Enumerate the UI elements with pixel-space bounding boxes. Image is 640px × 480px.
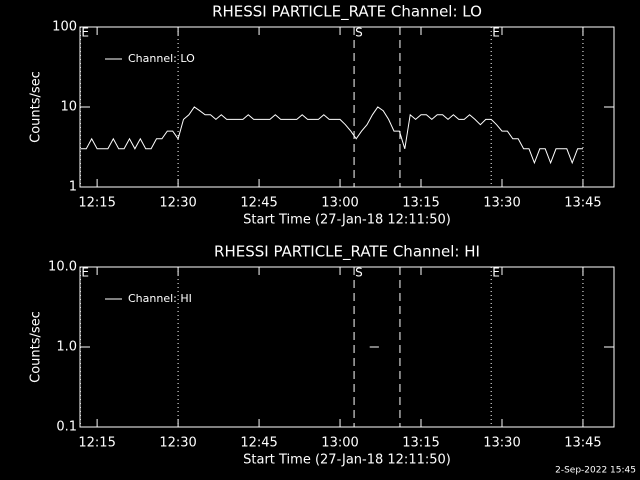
x-tick-label: 13:30 [483, 436, 520, 451]
x-tick-label: 13:45 [564, 196, 601, 211]
chart-title: RHESSI PARTICLE_RATE Channel: HI [214, 243, 480, 262]
event-label: E [492, 26, 500, 40]
y-tick-label: 1 [69, 180, 77, 195]
event-label: S [355, 266, 363, 280]
x-axis-label: Start Time (27-Jan-18 12:11:50) [243, 453, 451, 468]
y-tick-label: 1.0 [56, 340, 77, 355]
x-tick-label: 13:15 [402, 436, 439, 451]
x-tick-label: 13:30 [483, 196, 520, 211]
x-tick-label: 12:45 [240, 196, 277, 211]
y-tick-label: 0.1 [56, 420, 77, 435]
legend-label: Channel: HI [128, 292, 192, 305]
data-line [80, 106, 583, 165]
y-axis-label: Counts/sec [29, 71, 44, 143]
x-tick-label: 12:30 [159, 196, 196, 211]
plot-frame [79, 266, 615, 428]
x-tick-label: 12:15 [78, 196, 115, 211]
y-axis-label: Counts/sec [29, 311, 44, 383]
x-tick-label: 13:15 [402, 196, 439, 211]
event-label: S [355, 26, 363, 40]
timestamp: 2-Sep-2022 15:45 [555, 466, 636, 476]
x-tick-label: 12:30 [159, 436, 196, 451]
chart-title: RHESSI PARTICLE_RATE Channel: LO [212, 3, 482, 22]
x-axis-label: Start Time (27-Jan-18 12:11:50) [243, 213, 451, 228]
x-tick-label: 13:00 [321, 196, 358, 211]
x-tick-label: 12:45 [240, 436, 277, 451]
x-tick-label: 13:45 [564, 436, 601, 451]
event-label: E [492, 266, 500, 280]
y-tick-label: 100 [52, 20, 77, 35]
x-tick-label: 13:00 [321, 436, 358, 451]
legend-label: Channel: LO [128, 52, 195, 65]
event-label: E [81, 266, 89, 280]
x-tick-label: 12:15 [78, 436, 115, 451]
y-tick-label: 10 [60, 100, 77, 115]
y-tick-label: 10.0 [48, 260, 77, 275]
plot-frame [79, 26, 615, 188]
event-label: E [81, 26, 89, 40]
